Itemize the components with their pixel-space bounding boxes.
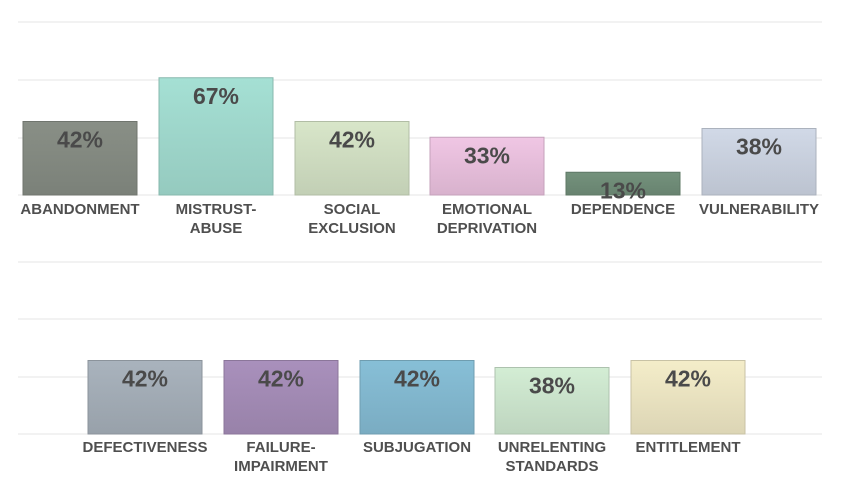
data-label: 13% (600, 177, 646, 203)
category-label: VULNERABILITY (699, 201, 819, 218)
bar (158, 77, 274, 196)
bar (429, 136, 545, 196)
data-label: 42% (394, 366, 440, 392)
category-label: UNRELENTING STANDARDS (498, 439, 606, 475)
data-label: 38% (529, 373, 575, 399)
category-label: DEFECTIVENESS (82, 439, 207, 456)
data-label: 67% (193, 83, 239, 109)
chart-2: 42% DEFECTIVENESS 42% FAILURE-IMPAIRMENT 42%… (18, 261, 822, 475)
data-label: 42% (122, 366, 168, 392)
category-label: EMOTIONAL DEPRIVATION (437, 201, 537, 237)
bar (701, 128, 817, 196)
bar (294, 121, 410, 196)
bar (22, 121, 138, 196)
bar (630, 360, 746, 435)
category-label: SOCIAL EXCLUSION (308, 201, 396, 237)
bar (223, 360, 339, 435)
data-label: 33% (464, 142, 510, 168)
data-label: 42% (258, 366, 304, 392)
bar (565, 171, 681, 196)
category-label: FAILURE-IMPAIRMENT (234, 439, 328, 475)
bar (87, 360, 203, 435)
category-label: ABANDONMENT (20, 201, 139, 218)
data-label: 42% (329, 127, 375, 153)
data-label: 42% (57, 127, 103, 153)
data-label: 38% (736, 134, 782, 160)
data-label: 42% (665, 366, 711, 392)
category-label: DEPENDENCE (571, 201, 675, 218)
bar (359, 360, 475, 435)
category-label: MISTRUST-ABUSE (176, 201, 257, 237)
category-label: SUBJUGATION (363, 439, 471, 456)
category-label: ENTITLEMENT (636, 439, 741, 456)
chart-1: 42% ABANDONMENT 67% MISTRUST-ABUSE 42% SOCIAL… (18, 21, 822, 237)
bar (494, 367, 610, 435)
